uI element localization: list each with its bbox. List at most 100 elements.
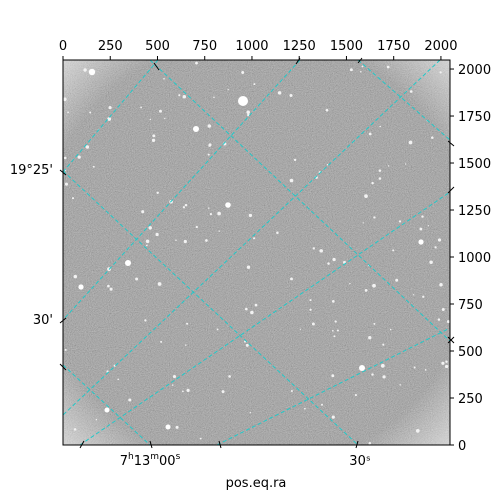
wcs-tick — [149, 440, 153, 449]
star — [368, 441, 372, 445]
star — [331, 300, 335, 303]
grid-line — [63, 170, 359, 445]
star — [89, 111, 92, 114]
star — [441, 308, 445, 311]
bright-star — [125, 260, 131, 266]
grid-line — [357, 60, 450, 141]
star — [67, 111, 69, 114]
star — [185, 344, 187, 346]
star — [92, 165, 95, 168]
star — [178, 94, 181, 97]
wcs-tick — [355, 440, 359, 449]
x-pixel-tick-label: 1750 — [377, 39, 410, 54]
star — [421, 215, 424, 218]
star — [63, 156, 67, 160]
star — [387, 165, 390, 167]
y-pixel-tick-label: 250 — [458, 392, 483, 407]
star — [379, 125, 382, 128]
star — [117, 378, 120, 381]
star — [163, 77, 165, 80]
star — [135, 277, 139, 281]
star — [371, 181, 374, 185]
star — [107, 284, 110, 288]
star — [373, 216, 376, 219]
star — [327, 262, 330, 265]
bright-star — [104, 407, 110, 413]
star — [155, 232, 159, 237]
star-field — [63, 61, 450, 445]
grid-line — [63, 364, 151, 445]
y-pixel-tick-label: 0 — [458, 439, 466, 454]
star — [213, 96, 215, 99]
star — [389, 328, 392, 331]
ra-tick-label-2: 30ˢ — [349, 454, 371, 469]
star — [227, 89, 229, 91]
star — [250, 310, 254, 315]
y-pixel-tick-label: 1000 — [458, 251, 491, 266]
star — [326, 163, 329, 166]
star — [349, 68, 353, 72]
star — [64, 348, 67, 351]
star — [354, 394, 357, 397]
star — [422, 295, 425, 298]
star — [429, 260, 433, 265]
star — [439, 71, 442, 74]
grid-line — [63, 60, 301, 321]
star — [145, 239, 150, 244]
star — [152, 134, 156, 138]
star — [83, 68, 87, 72]
star — [349, 282, 351, 285]
bright-star — [193, 126, 199, 132]
star — [334, 320, 337, 323]
star — [434, 246, 437, 249]
star — [246, 110, 250, 115]
x-pixel-tick-label: 1250 — [283, 39, 316, 54]
star — [431, 136, 434, 139]
star — [249, 412, 251, 414]
star — [309, 308, 312, 311]
star — [372, 283, 376, 288]
star — [311, 322, 315, 326]
star — [371, 373, 374, 376]
star — [312, 247, 315, 250]
coordinate-grid — [63, 60, 450, 445]
grid-line — [216, 327, 450, 445]
star — [175, 425, 179, 429]
star — [290, 277, 293, 281]
star — [360, 71, 362, 73]
star — [437, 238, 442, 242]
star — [184, 203, 188, 207]
star — [221, 390, 225, 394]
wcs-tick — [153, 62, 160, 71]
bright-star — [418, 239, 424, 245]
star — [186, 388, 190, 393]
star — [408, 140, 413, 145]
star — [444, 364, 449, 369]
bright-star — [238, 96, 248, 106]
star — [413, 294, 415, 296]
star — [141, 210, 145, 214]
bright-star — [78, 284, 84, 290]
star — [276, 231, 279, 234]
star — [182, 94, 187, 99]
star — [395, 278, 399, 282]
star — [172, 375, 177, 379]
star — [145, 244, 148, 247]
y-pixel-tick-label: 1750 — [458, 110, 491, 125]
star — [128, 398, 132, 402]
star — [164, 117, 166, 120]
x-pixel-tick-label: 0 — [59, 39, 67, 54]
wcs-tick — [218, 440, 222, 449]
star — [289, 94, 293, 97]
star — [207, 124, 212, 128]
star — [319, 249, 323, 253]
wcs-tick — [447, 186, 455, 194]
dec-tick-label-2: 30' — [33, 313, 53, 328]
star — [157, 282, 162, 286]
star — [85, 145, 90, 149]
ra-tick-label-1: 7h13m00s — [120, 452, 181, 469]
star — [331, 415, 335, 419]
star — [207, 153, 210, 156]
star — [364, 288, 368, 292]
